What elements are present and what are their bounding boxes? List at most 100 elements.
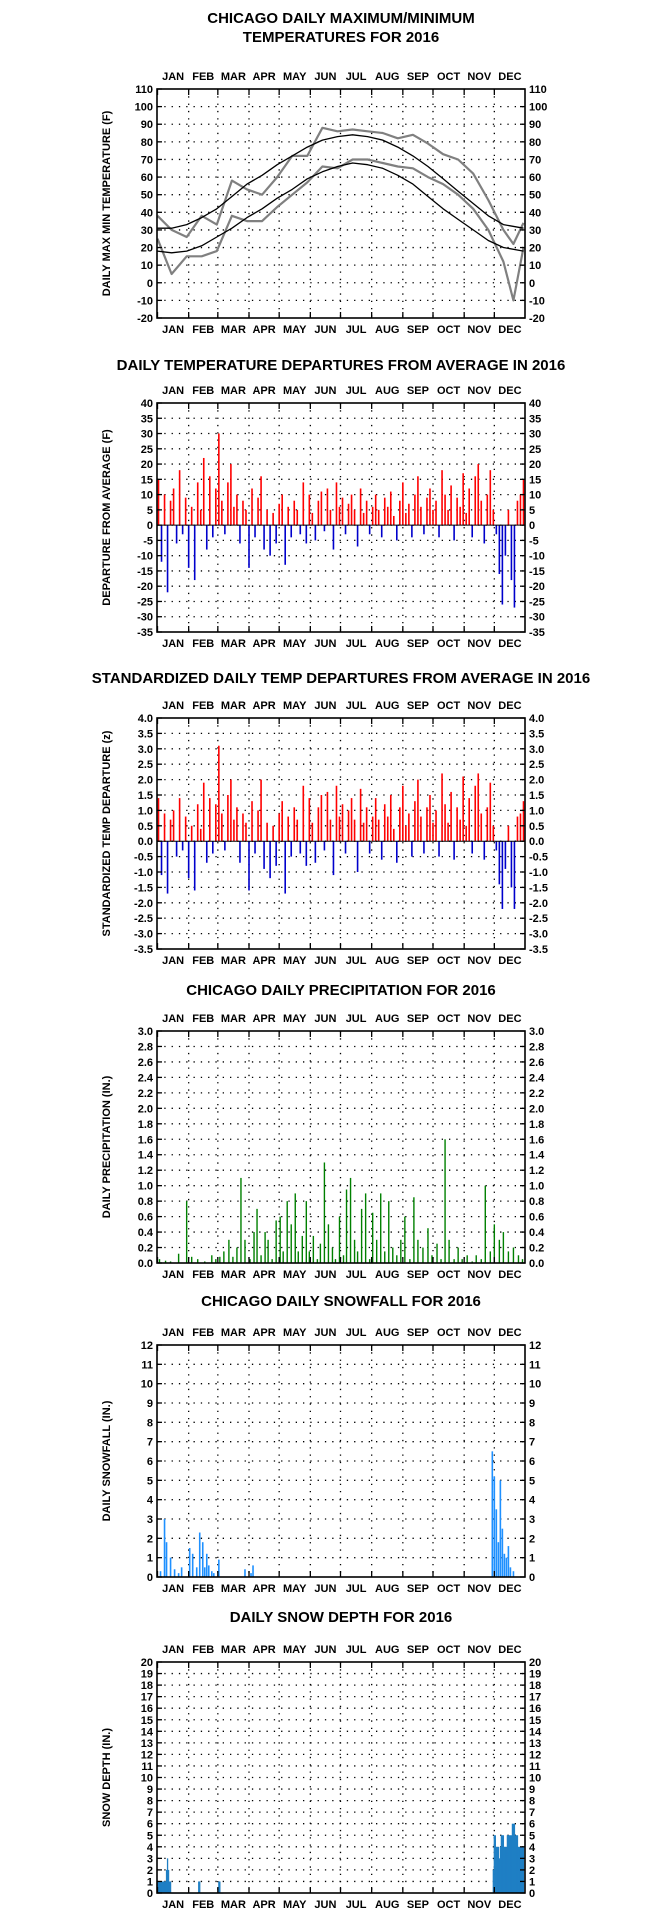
y-tick-label-right: 5 bbox=[529, 1830, 535, 1842]
month-label-bottom: FEB bbox=[192, 1583, 214, 1595]
y-tick-label-left: 2.8 bbox=[138, 1041, 153, 1053]
bar bbox=[163, 1881, 166, 1893]
y-tick-label-right: 13 bbox=[529, 1738, 541, 1750]
bar bbox=[507, 509, 510, 526]
y-tick-label-left: 3.0 bbox=[138, 744, 153, 756]
bar bbox=[447, 509, 449, 526]
month-label-bottom: JAN bbox=[162, 1899, 184, 1911]
series-standardized bbox=[157, 745, 525, 909]
bar bbox=[456, 497, 458, 526]
month-label-top: MAR bbox=[221, 71, 246, 83]
y-tick-label-left: 3.5 bbox=[138, 728, 153, 740]
month-label-top: JUL bbox=[346, 700, 367, 712]
bar bbox=[402, 482, 404, 526]
month-label-bottom: JUN bbox=[314, 1269, 336, 1281]
bar bbox=[335, 785, 338, 842]
y-tick-label-right: 4.0 bbox=[529, 713, 544, 725]
month-label-bottom: SEP bbox=[407, 1583, 429, 1595]
bar bbox=[389, 491, 392, 526]
y-tick-label-left: 2.4 bbox=[138, 1072, 154, 1084]
bar bbox=[521, 1259, 524, 1263]
y-tick-label-right: 1.0 bbox=[529, 1181, 544, 1193]
y-tick-label-left: 70 bbox=[141, 154, 153, 166]
y-tick-label-left: 25 bbox=[141, 444, 153, 456]
bar bbox=[374, 798, 377, 842]
bar bbox=[484, 1185, 486, 1263]
y-tick-label-left: 19 bbox=[141, 1669, 153, 1681]
bar bbox=[477, 464, 480, 526]
y-tick-label-left: 0.8 bbox=[138, 1196, 153, 1208]
y-tick-label-right: 2.6 bbox=[529, 1057, 544, 1069]
bar bbox=[510, 525, 513, 581]
bar bbox=[489, 470, 492, 526]
month-label-bottom: FEB bbox=[192, 638, 214, 650]
bar bbox=[368, 525, 371, 535]
bar bbox=[193, 525, 196, 581]
y-tick-label-left: 1.8 bbox=[138, 1119, 153, 1131]
bar bbox=[299, 841, 302, 854]
bar bbox=[504, 841, 507, 869]
bar bbox=[166, 525, 169, 593]
y-tick-label-left: 20 bbox=[141, 243, 153, 255]
bar bbox=[287, 506, 290, 526]
bar bbox=[177, 1573, 180, 1577]
bar bbox=[213, 1573, 215, 1577]
month-label-top: JAN bbox=[162, 700, 184, 712]
bar bbox=[190, 1256, 193, 1263]
month-label-top: SEP bbox=[407, 385, 429, 397]
bar bbox=[347, 810, 350, 842]
y-tick-label-right: 6 bbox=[529, 1819, 535, 1831]
bar bbox=[344, 841, 347, 854]
bar bbox=[432, 509, 434, 526]
bar bbox=[202, 782, 205, 842]
bar bbox=[368, 841, 371, 854]
bar bbox=[294, 1193, 296, 1263]
y-tick-label-right: 12 bbox=[529, 1340, 541, 1352]
bar bbox=[163, 1519, 166, 1577]
month-label-bottom: NOV bbox=[467, 324, 492, 336]
bar bbox=[344, 525, 347, 535]
y-tick-label-left: 0.4 bbox=[138, 1227, 154, 1239]
bar bbox=[405, 512, 407, 526]
bar bbox=[511, 1823, 514, 1893]
bar bbox=[332, 841, 335, 876]
bar bbox=[392, 1247, 394, 1263]
bar bbox=[254, 525, 256, 538]
bar bbox=[169, 1557, 172, 1577]
bar bbox=[308, 494, 311, 526]
bar bbox=[308, 1251, 311, 1263]
bar bbox=[474, 476, 477, 526]
y-tick-label-right: 0 bbox=[529, 1888, 535, 1900]
y-tick-label-right: 2 bbox=[529, 1533, 535, 1545]
bar bbox=[211, 1571, 213, 1577]
y-tick-label-left: 30 bbox=[141, 225, 153, 237]
y-tick-label-left: 13 bbox=[141, 1738, 153, 1750]
month-label-top: APR bbox=[252, 1327, 275, 1339]
bar bbox=[250, 1573, 252, 1577]
bar bbox=[157, 798, 160, 842]
month-label-bottom: JUN bbox=[314, 1899, 336, 1911]
bar bbox=[275, 1220, 277, 1263]
month-label-bottom: SEP bbox=[407, 324, 429, 336]
bar bbox=[251, 488, 253, 526]
month-label-bottom: JUN bbox=[314, 324, 336, 336]
y-tick-label-left: 15 bbox=[141, 1715, 153, 1727]
month-label-top: OCT bbox=[437, 1327, 461, 1339]
bar bbox=[447, 822, 449, 842]
bar bbox=[509, 1567, 512, 1577]
month-label-top: FEB bbox=[192, 1644, 214, 1656]
bar bbox=[414, 801, 416, 842]
y-tick-label-right: 1 bbox=[529, 1876, 535, 1888]
chart-title-standardized: STANDARDIZED DAILY TEMP DEPARTURES FROM … bbox=[92, 670, 590, 687]
bar bbox=[474, 785, 477, 842]
month-label-top: FEB bbox=[192, 1013, 214, 1025]
bar bbox=[356, 1251, 359, 1263]
month-label-bottom: AUG bbox=[375, 955, 399, 967]
month-label-top: OCT bbox=[437, 1644, 461, 1656]
bar bbox=[510, 841, 513, 888]
bar bbox=[409, 1259, 411, 1263]
bar bbox=[512, 1247, 515, 1263]
chart-title-maxmin-line2: TEMPERATURES FOR 2016 bbox=[243, 29, 439, 46]
y-tick-label-left: -10 bbox=[137, 295, 153, 307]
